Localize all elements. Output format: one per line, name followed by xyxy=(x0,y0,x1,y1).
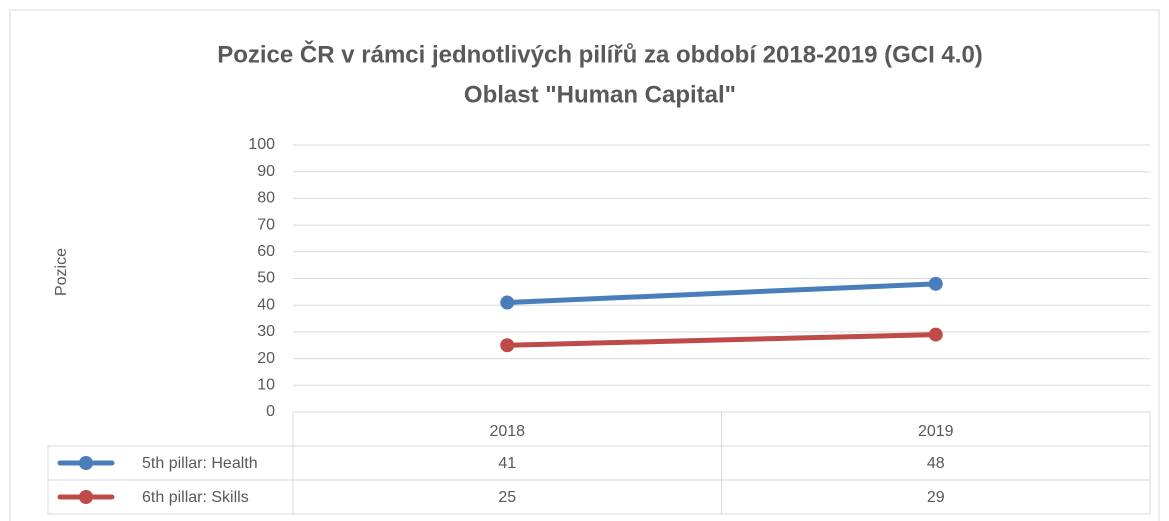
legend-label: 5th pillar: Health xyxy=(142,455,258,472)
x-tick-label: 2018 xyxy=(489,423,525,440)
y-tick-label: 80 xyxy=(257,190,275,207)
series-line xyxy=(504,281,939,306)
y-tick-label: 60 xyxy=(257,243,275,260)
y-tick-label: 100 xyxy=(248,136,275,153)
data-point xyxy=(500,338,515,353)
chart-border xyxy=(9,9,1160,521)
series-line xyxy=(504,332,939,348)
y-tick-label: 10 xyxy=(257,377,275,394)
y-tick-label: 90 xyxy=(257,163,275,180)
legend-label: 6th pillar: Skills xyxy=(142,489,249,506)
y-tick-label: 40 xyxy=(257,296,275,313)
y-tick-label: 20 xyxy=(257,350,275,367)
legend-marker xyxy=(79,490,93,504)
table-value: 41 xyxy=(498,455,516,472)
y-tick-label: 50 xyxy=(257,270,275,287)
y-tick-label: 30 xyxy=(257,323,275,340)
data-point xyxy=(928,327,943,342)
y-tick-label: 70 xyxy=(257,216,275,233)
data-point xyxy=(500,295,515,310)
y-tick-label: 0 xyxy=(266,403,275,420)
table-value: 25 xyxy=(498,489,516,506)
data-point xyxy=(928,276,943,291)
chart-subtitle: Oblast "Human Capital" xyxy=(464,81,736,108)
table-value: 29 xyxy=(927,489,945,506)
y-axis-label: Pozice xyxy=(53,248,70,296)
legend-marker xyxy=(79,456,93,470)
table-value: 48 xyxy=(927,455,945,472)
x-tick-label: 2019 xyxy=(918,423,954,440)
chart-title: Pozice ČR v rámci jednotlivých pilířů za… xyxy=(217,40,983,68)
